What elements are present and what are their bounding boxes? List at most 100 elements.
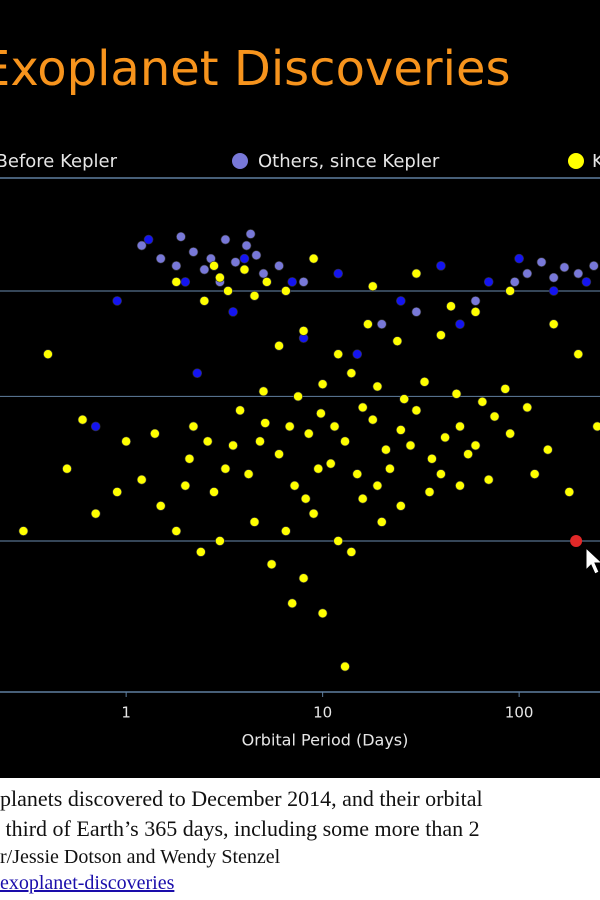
data-point [171, 261, 182, 271]
data-point [411, 405, 422, 416]
mouse-cursor [585, 546, 600, 575]
data-point [298, 326, 309, 336]
data-point [522, 402, 533, 413]
legend-label: Kepler [592, 151, 600, 172]
data-point [522, 268, 533, 279]
data-point [376, 319, 387, 329]
data-point [340, 436, 350, 447]
data-point [455, 319, 465, 329]
data-point [372, 381, 383, 392]
data-point [136, 474, 147, 485]
data-point [455, 480, 465, 491]
data-point [209, 487, 219, 497]
data-point [243, 469, 254, 479]
data-point [396, 501, 406, 511]
data-point [43, 349, 53, 359]
data-point [228, 307, 238, 317]
data-point [220, 463, 231, 474]
data-point [329, 421, 340, 432]
data-point [274, 449, 284, 459]
data-point [136, 240, 147, 251]
data-point [392, 336, 403, 346]
data-point [171, 526, 182, 536]
data-point [184, 453, 195, 464]
data-point [536, 257, 547, 267]
data-point [249, 291, 260, 301]
data-point [352, 469, 363, 479]
data-point [340, 661, 350, 672]
chart: Exoplanet Discoveries Orbital Period (Da… [0, 0, 600, 778]
data-point [90, 508, 101, 519]
legend-label: Before Kepler [0, 151, 118, 172]
x-tick-label: 1 [121, 704, 131, 722]
caption-line: third of Earth’s 365 days, including som… [0, 816, 480, 841]
data-point [287, 598, 298, 609]
data-point [258, 268, 269, 279]
data-point [455, 421, 465, 432]
data-point [543, 444, 553, 455]
data-point [470, 440, 481, 451]
data-point [150, 428, 160, 439]
data-point [199, 296, 210, 306]
data-point [446, 301, 456, 312]
highlight-point [570, 534, 583, 547]
data-point [396, 296, 406, 306]
data-point [440, 432, 450, 443]
data-point [300, 493, 311, 504]
data-point [196, 547, 206, 557]
data-point [436, 330, 446, 340]
x-tick-label: 100 [505, 704, 534, 722]
data-point [381, 444, 391, 455]
data-point [405, 440, 416, 451]
data-point [548, 286, 559, 296]
data-point [573, 268, 584, 279]
data-point [505, 286, 515, 296]
data-point [258, 386, 269, 397]
data-point [228, 440, 238, 451]
data-point [333, 268, 343, 279]
data-point [317, 608, 328, 619]
caption-credit: r/Jessie Dotson and Wendy Stenzel [0, 846, 281, 868]
data-point [284, 421, 295, 432]
data-point [505, 428, 515, 439]
data-point [223, 286, 233, 296]
data-point [188, 421, 199, 432]
data-point [399, 394, 409, 404]
legend-marker [568, 153, 584, 169]
data-point [176, 231, 186, 242]
legend-label: Others, since Kepler [258, 151, 440, 172]
data-point [112, 487, 122, 497]
data-point [589, 261, 599, 271]
data-point [260, 418, 270, 428]
caption-line: planets discovered to December 2014, and… [0, 786, 483, 811]
data-point [262, 277, 272, 287]
x-tick-label: 10 [313, 704, 332, 722]
data-point [298, 277, 309, 287]
data-point [509, 277, 520, 287]
data-point [489, 411, 500, 422]
data-point [308, 253, 319, 264]
data-point [155, 253, 166, 264]
data-point [385, 463, 395, 474]
data-point [325, 458, 336, 469]
data-point [121, 436, 131, 447]
data-point [255, 436, 265, 447]
data-point [548, 272, 559, 283]
data-point [357, 402, 368, 413]
data-point [143, 234, 154, 245]
caption-link[interactable]: exoplanet-discoveries [0, 872, 175, 894]
data-point [317, 379, 328, 389]
data-point [592, 421, 600, 432]
legend-marker [232, 153, 248, 169]
data-point [463, 449, 473, 459]
data-point [171, 277, 182, 287]
data-point [483, 277, 494, 287]
data-point [281, 526, 291, 536]
data-point [313, 463, 324, 474]
data-point [346, 368, 357, 378]
data-point [427, 453, 437, 464]
data-point [352, 349, 363, 359]
data-point [419, 377, 430, 387]
data-point [548, 319, 559, 329]
